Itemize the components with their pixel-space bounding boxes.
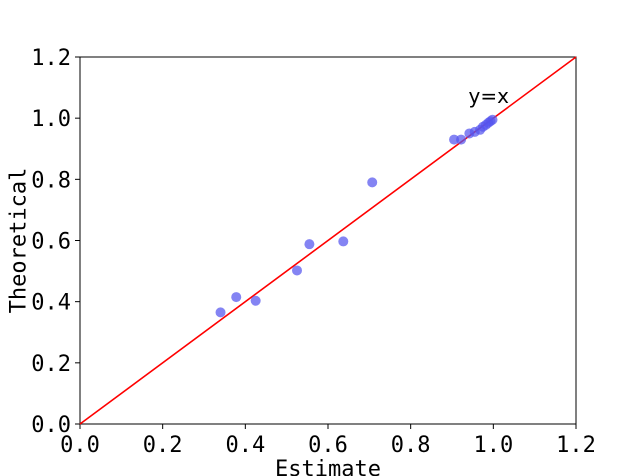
x-tick-label: 0.6	[308, 433, 348, 458]
data-point	[456, 134, 467, 145]
data-point	[250, 295, 261, 306]
y-tick-label: 0.8	[31, 168, 71, 193]
x-tick-label: 0.8	[391, 433, 431, 458]
y-axis: 0.0 0.2 0.4 0.6 0.8 1.0 1.2	[31, 46, 80, 438]
y-axis-label: Theoretical	[7, 168, 32, 314]
data-point	[215, 307, 226, 318]
y-tick-label: 0.0	[31, 413, 71, 438]
data-point	[367, 177, 378, 188]
y-tick-label: 1.2	[31, 46, 71, 71]
x-tick-label: 1.2	[556, 433, 596, 458]
x-axis-label: Estimate	[275, 457, 381, 476]
y-tick-label: 0.4	[31, 291, 71, 316]
reference-line-annotation: y=x	[469, 84, 510, 108]
data-point	[292, 265, 302, 276]
data-point	[231, 292, 242, 303]
y-tick-label: 0.6	[31, 230, 71, 255]
data-point	[304, 239, 315, 250]
scatter-points	[215, 114, 498, 318]
data-point	[487, 114, 498, 125]
x-tick-label: 1.0	[473, 433, 513, 458]
x-tick-label: 0.2	[143, 433, 183, 458]
y-tick-label: 0.2	[31, 352, 71, 377]
x-tick-label: 0.0	[60, 433, 100, 458]
data-point	[338, 236, 349, 247]
data-point	[449, 134, 460, 145]
x-tick-label: 0.4	[225, 433, 265, 458]
x-axis: 0.0 0.2 0.4 0.6 0.8 1.0 1.2	[60, 424, 596, 458]
y-tick-label: 1.0	[31, 107, 71, 132]
